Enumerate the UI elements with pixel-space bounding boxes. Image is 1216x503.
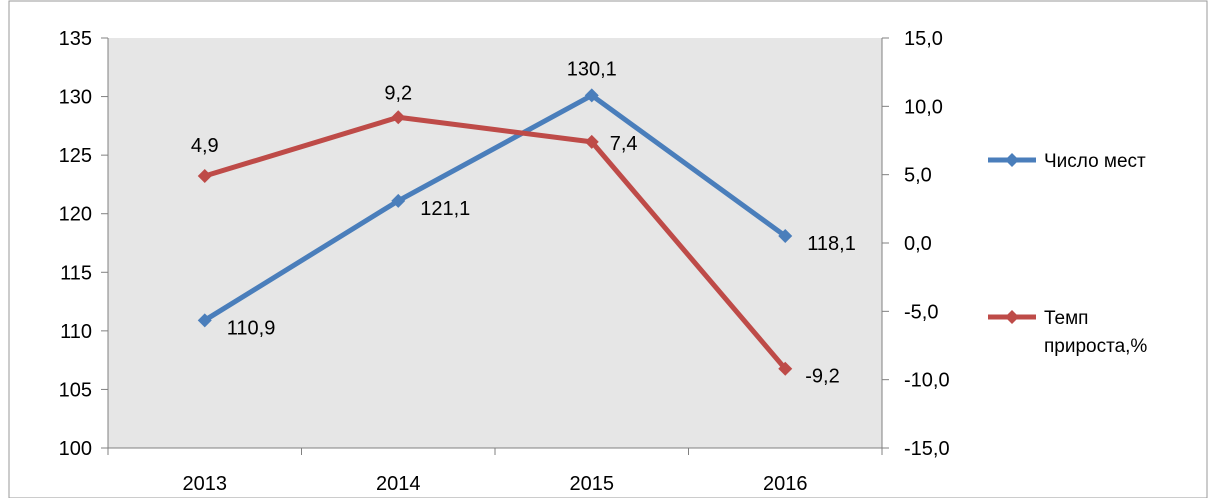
y-left-tick-label: 130 <box>59 87 92 109</box>
series-marker-0 <box>778 228 793 243</box>
y-left-tick-label: 120 <box>59 204 92 226</box>
y-right-tick-label: 5,0 <box>904 165 932 187</box>
series-layer <box>197 88 793 376</box>
y-right-tick-label: -15,0 <box>904 438 950 460</box>
y-right-tick-label: 0,0 <box>904 233 932 255</box>
series-marker-0 <box>584 88 599 103</box>
legend-marker-0 <box>1005 153 1019 167</box>
legend: Число мест Темп прироста,% <box>988 151 1147 357</box>
data-label: 121,1 <box>420 198 470 220</box>
data-label: 110,9 <box>227 317 276 339</box>
y-left-tick-label: 110 <box>60 321 92 343</box>
data-label: 7,4 <box>610 133 638 155</box>
x-tick-label: 2013 <box>183 473 228 495</box>
y-left-tick-label: 115 <box>60 262 92 284</box>
series-marker-1 <box>197 169 212 184</box>
series-marker-1 <box>778 361 793 376</box>
y-right-tick-label: 15,0 <box>904 28 943 50</box>
y-left-tick-label: 135 <box>59 28 92 50</box>
data-label: 118,1 <box>807 233 856 255</box>
legend-label-line: Темп <box>1044 308 1088 329</box>
y-left-tick-label: 105 <box>59 379 92 401</box>
legend-label-line: прироста,% <box>1044 336 1147 357</box>
y-right-tick-label: 10,0 <box>904 96 943 118</box>
series-marker-1 <box>584 134 599 149</box>
series-marker-0 <box>391 193 406 208</box>
data-label: -9,2 <box>805 366 839 388</box>
series-marker-1 <box>391 110 406 125</box>
x-tick-label: 2014 <box>376 473 421 495</box>
series-marker-0 <box>197 313 212 328</box>
y-right-tick-label: -5,0 <box>904 301 938 323</box>
y-right-tick-label: -10,0 <box>904 370 950 392</box>
axes-layer: 100 105 110 115 120 125 130 135 -15,0 -10,0 -5,0 0,… <box>59 28 950 495</box>
legend-label-1: Темп прироста,% <box>1044 308 1147 357</box>
data-label: 9,2 <box>384 82 412 104</box>
y-left-tick-label: 100 <box>59 438 92 460</box>
data-label: 4,9 <box>191 135 219 157</box>
x-tick-label: 2015 <box>570 473 615 495</box>
series-line-0 <box>202 92 788 323</box>
series-line-1 <box>202 114 788 372</box>
x-tick-label: 2016 <box>763 473 808 495</box>
plot-area <box>108 38 882 448</box>
legend-label-0: Число мест <box>1044 151 1146 172</box>
legend-marker-1 <box>1005 310 1019 324</box>
y-left-tick-label: 125 <box>59 145 92 167</box>
labels-layer: 110,9 121,1 130,1 118,1 4,9 9,2 7,4 -9,2 <box>191 58 856 387</box>
data-label: 130,1 <box>567 58 617 80</box>
